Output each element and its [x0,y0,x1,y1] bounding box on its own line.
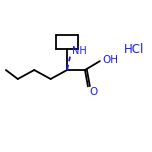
Text: OH: OH [102,55,118,65]
Text: NH: NH [72,46,86,56]
Text: HCl: HCl [124,43,144,56]
Text: O: O [89,87,98,97]
